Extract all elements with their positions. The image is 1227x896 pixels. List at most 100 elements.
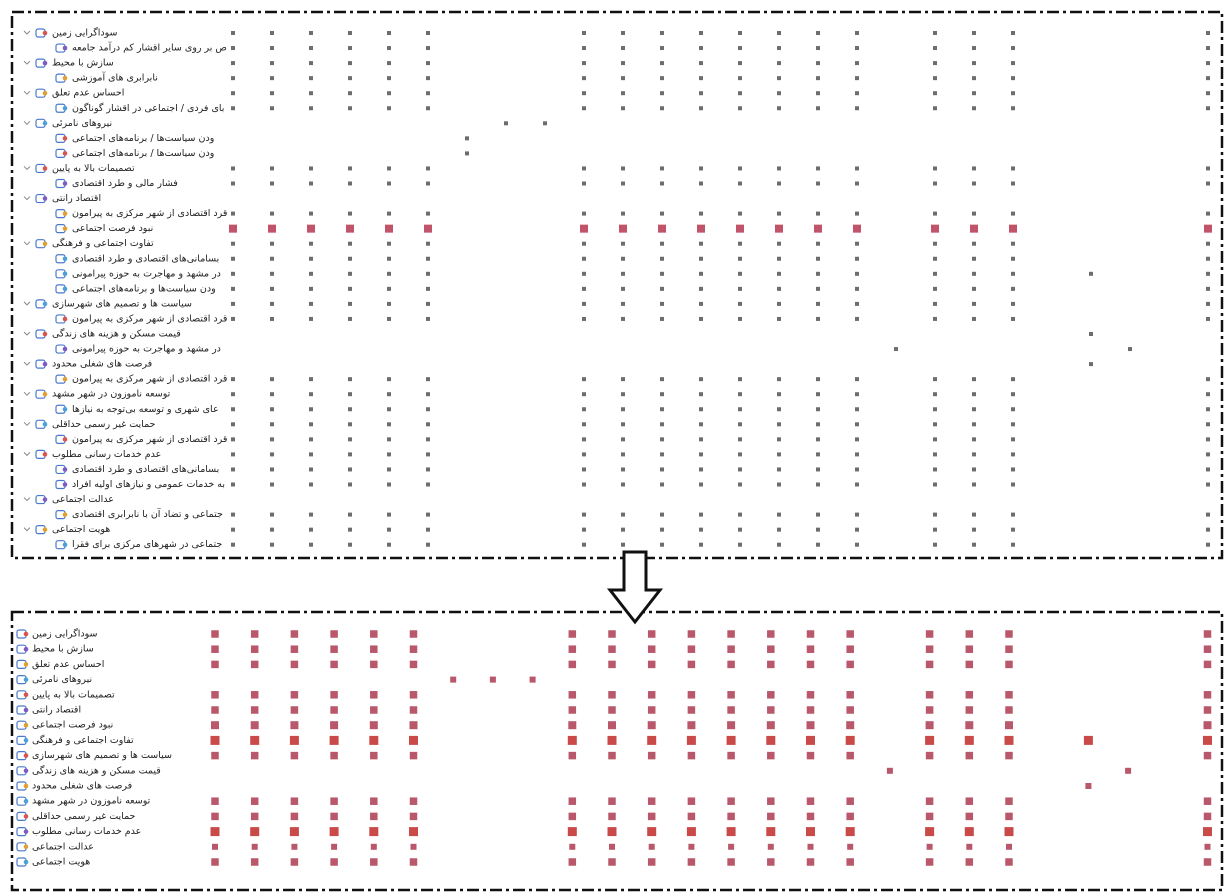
matrix-cell [816, 527, 820, 532]
matrix-cell [1005, 691, 1013, 699]
matrix-cell [972, 46, 976, 51]
matrix-cell [931, 224, 939, 233]
matrix-cell [767, 691, 775, 699]
matrix-cell [621, 166, 625, 171]
matrix-cell [777, 512, 781, 517]
matrix-cell [738, 256, 742, 261]
matrix-cell [738, 166, 742, 171]
matrix-cell [699, 542, 703, 547]
matrix-cell [1011, 407, 1015, 412]
parent-code-label: احساس عدم تعلق [52, 88, 124, 99]
code-label: تصمیمات بالا به پایین [32, 689, 115, 700]
matrix-cell [816, 181, 820, 186]
matrix-cell [699, 106, 703, 111]
matrix-cell [738, 211, 742, 216]
matrix-cell [426, 106, 430, 111]
matrix-cell [925, 706, 934, 714]
matrix-cell [727, 691, 735, 699]
matrix-cell [582, 377, 586, 382]
matrix-cell [660, 241, 664, 246]
matrix-cell [972, 31, 976, 35]
matrix-cell [1011, 437, 1015, 442]
matrix-cell [1206, 46, 1210, 51]
matrix-cell [609, 843, 615, 850]
matrix-cell [1089, 271, 1093, 276]
matrix-cell [290, 691, 299, 699]
matrix-cell [1203, 858, 1212, 866]
matrix-cell [855, 106, 859, 111]
matrix-cell [816, 256, 820, 261]
matrix-cell [806, 735, 815, 745]
matrix-cell [348, 512, 352, 517]
matrix-cell [699, 181, 703, 186]
matrix-cell [925, 660, 934, 669]
child-code-label: جتماعی و تضاد آن با نابرابری اقتصادی [72, 507, 223, 520]
matrix-cell [933, 166, 937, 171]
matrix-cell [387, 482, 391, 487]
matrix-cell [925, 735, 935, 745]
matrix-cell [1011, 106, 1015, 111]
matrix-cell [309, 46, 313, 51]
matrix-cell [250, 812, 259, 821]
matrix-cell [329, 827, 339, 837]
matrix-cell [348, 467, 352, 472]
matrix-cell [370, 858, 378, 866]
child-code-label: نابرابری های آموزشی [72, 71, 158, 84]
matrix-cell [738, 61, 742, 66]
matrix-cell [816, 316, 820, 321]
matrix-cell [855, 437, 859, 442]
matrix-cell [348, 286, 352, 291]
matrix-cell [348, 241, 352, 246]
code-color [62, 482, 68, 487]
matrix-cell [855, 181, 859, 186]
matrix-cell [348, 91, 352, 96]
matrix-cell [309, 76, 313, 81]
matrix-cell [387, 241, 391, 246]
matrix-cell [816, 437, 820, 442]
matrix-cell [568, 858, 577, 866]
matrix-cell [660, 76, 664, 81]
matrix-cell [933, 106, 937, 111]
matrix-cell [348, 301, 352, 306]
matrix-cell [231, 256, 235, 261]
matrix-cell [855, 271, 859, 276]
matrix-cell [846, 706, 854, 714]
matrix-cell [582, 211, 586, 216]
matrix-cell [270, 166, 274, 171]
top-matrix: سوداگرایی زمین ص بر روی سایر اقشار کم درآ… [23, 27, 1212, 550]
code-color [62, 75, 68, 81]
matrix-cell [933, 46, 937, 51]
matrix-cell [972, 211, 976, 216]
code-color [62, 467, 68, 472]
matrix-cell [290, 660, 299, 669]
parent-code-label: قیمت مسکن و هزینه های زندگی [52, 328, 181, 340]
matrix-cell [250, 660, 259, 669]
code-color [62, 271, 68, 277]
matrix-cell [766, 735, 776, 745]
matrix-cell [348, 452, 352, 457]
child-code-label: بسامانی‌های اقتصادی و طرد اقتصادی [72, 253, 219, 264]
matrix-cell [1203, 630, 1212, 638]
matrix-cell [972, 452, 976, 457]
code-color [42, 301, 48, 307]
matrix-cell [231, 271, 235, 276]
matrix-cell [1206, 166, 1210, 171]
code-label: هویت اجتماعی [32, 857, 90, 868]
matrix-cell [648, 843, 655, 850]
matrix-cell [569, 843, 576, 850]
matrix-cell [855, 467, 859, 472]
matrix-cell [738, 452, 742, 457]
matrix-cell [777, 527, 781, 532]
matrix-cell [806, 827, 815, 837]
matrix-cell [965, 812, 974, 821]
child-code-label: قرد اقتصادی از شهر مرکزی به پیرامون [72, 374, 227, 385]
matrix-cell [290, 751, 299, 760]
code-color [62, 151, 68, 156]
matrix-cell [621, 286, 625, 291]
matrix-cell [409, 706, 418, 714]
matrix-cell [660, 422, 664, 427]
matrix-cell [348, 271, 352, 276]
matrix-cell [687, 797, 696, 805]
matrix-cell [933, 542, 937, 547]
matrix-cell [699, 422, 703, 427]
